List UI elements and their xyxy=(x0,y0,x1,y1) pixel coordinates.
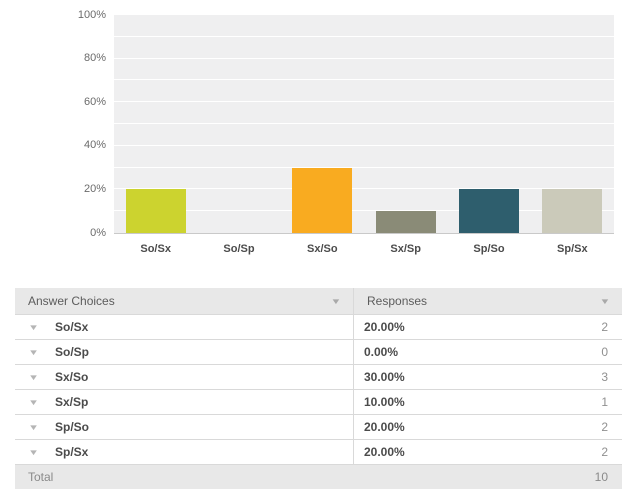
expand-row-icon[interactable]: ▼ xyxy=(28,397,40,407)
table-row-so-sp: ▼ So/Sp 0.00% 0 xyxy=(15,339,622,364)
x-tick-label-sp-so: Sp/So xyxy=(473,243,505,255)
gridline xyxy=(114,188,614,190)
table-row-sp-sx: ▼ Sp/Sx 20.00% 2 xyxy=(15,439,622,464)
y-tick-label: 40% xyxy=(83,139,106,152)
x-tick-label-so-sp: So/Sp xyxy=(223,243,255,255)
answer-choice-label: Sx/So xyxy=(55,370,89,384)
total-row: Total 10 xyxy=(15,464,622,489)
response-percent: 20.00% xyxy=(364,445,405,459)
bar-sx-sp xyxy=(375,211,436,233)
total-count: 10 xyxy=(594,470,608,484)
responses-cell: 30.00% 3 xyxy=(353,365,622,389)
gridline xyxy=(114,101,614,103)
answer-choice-cell: ▼ Sp/So xyxy=(15,415,353,439)
answer-choices-column-header[interactable]: Answer Choices ▼ xyxy=(15,288,353,314)
table-row-sx-so: ▼ Sx/So 30.00% 3 xyxy=(15,364,622,389)
answer-choice-label: Sp/Sx xyxy=(55,445,89,459)
y-tick-label: 60% xyxy=(83,95,106,108)
response-percent: 30.00% xyxy=(364,370,405,384)
expand-row-icon[interactable]: ▼ xyxy=(28,447,40,457)
answer-choice-cell: ▼ So/Sp xyxy=(15,340,353,364)
answer-choice-label: So/Sp xyxy=(55,345,90,359)
answer-choice-label: Sp/So xyxy=(55,420,90,434)
answer-choice-cell: ▼ Sp/Sx xyxy=(15,440,353,464)
table-row-sp-so: ▼ Sp/So 20.00% 2 xyxy=(15,414,622,439)
responses-column-header[interactable]: Responses ▼ xyxy=(353,288,622,314)
expand-row-icon[interactable]: ▼ xyxy=(28,372,40,382)
response-percent: 0.00% xyxy=(364,345,399,359)
table-header-row: Answer Choices ▼ Responses ▼ xyxy=(15,288,622,314)
plot-area xyxy=(114,14,614,234)
y-tick-label: 20% xyxy=(83,182,106,195)
responses-cell: 20.00% 2 xyxy=(353,415,622,439)
expand-row-icon[interactable]: ▼ xyxy=(28,322,40,332)
response-percent: 20.00% xyxy=(364,320,405,334)
x-tick-label-sx-sp: Sx/Sp xyxy=(390,243,421,255)
responses-header-label: Responses xyxy=(367,294,428,308)
table-row-so-sx: ▼ So/Sx 20.00% 2 xyxy=(15,314,622,339)
sort-down-icon[interactable]: ▼ xyxy=(599,296,611,306)
bar-sx-so xyxy=(292,167,353,233)
gridline xyxy=(114,14,614,15)
total-label: Total xyxy=(28,470,54,484)
answer-choice-label: So/Sx xyxy=(55,320,89,334)
y-tick-label: 100% xyxy=(77,8,106,21)
gridline xyxy=(114,166,614,168)
gridline xyxy=(114,123,614,124)
answer-choice-cell: ▼ So/Sx xyxy=(15,315,353,339)
y-tick-label: 0% xyxy=(90,226,106,239)
results-table: Answer Choices ▼ Responses ▼ ▼ So/Sx 20.00… xyxy=(15,288,622,489)
response-count: 0 xyxy=(601,345,608,359)
sort-down-icon[interactable]: ▼ xyxy=(330,296,342,306)
response-count: 2 xyxy=(601,420,608,434)
bar-sp-sx xyxy=(542,189,603,233)
response-count: 2 xyxy=(601,445,608,459)
bar-sp-so xyxy=(459,189,519,233)
answer-choice-cell: ▼ Sx/So xyxy=(15,365,353,389)
table-row-sx-sp: ▼ Sx/Sp 10.00% 1 xyxy=(15,389,622,414)
expand-row-icon[interactable]: ▼ xyxy=(28,347,40,357)
response-percent: 20.00% xyxy=(364,420,405,434)
gridline xyxy=(114,35,614,37)
gridline xyxy=(114,210,614,212)
answer-choice-cell: ▼ Sx/Sp xyxy=(15,390,353,414)
answer-choice-label: Sx/Sp xyxy=(55,395,89,409)
gridline xyxy=(114,144,614,146)
gridline xyxy=(114,79,614,81)
responses-cell: 20.00% 2 xyxy=(353,315,622,339)
y-tick-label: 80% xyxy=(83,52,106,65)
response-count: 1 xyxy=(601,395,608,409)
responses-cell: 10.00% 1 xyxy=(353,390,622,414)
x-tick-label-so-sx: So/Sx xyxy=(140,243,171,255)
responses-cell: 0.00% 0 xyxy=(353,340,622,364)
bar-chart: 0% 20% 40% 60% 80% 100% So/Sx So/Sp Sx/So Sx/Sp S… xyxy=(0,9,614,255)
y-axis: 0% 20% 40% 60% 80% 100% xyxy=(0,9,106,239)
expand-row-icon[interactable]: ▼ xyxy=(28,422,40,432)
response-count: 3 xyxy=(601,370,608,384)
bar-so-sx xyxy=(125,189,186,233)
x-axis: So/Sx So/Sp Sx/So Sx/Sp Sp/So Sp/Sx xyxy=(114,243,614,255)
x-tick-label-sx-so: Sx/So xyxy=(307,243,338,255)
response-percent: 10.00% xyxy=(364,395,405,409)
table-body: ▼ So/Sx 20.00% 2 ▼ So/Sp 0.00% 0 ▼ Sx/So 30.00% 3 ▼ S… xyxy=(15,314,622,464)
x-tick-label-sp-sx: Sp/Sx xyxy=(557,243,588,255)
response-count: 2 xyxy=(601,320,608,334)
responses-cell: 20.00% 2 xyxy=(353,440,622,464)
gridline xyxy=(114,57,614,59)
answer-choices-header-label: Answer Choices xyxy=(28,294,115,308)
